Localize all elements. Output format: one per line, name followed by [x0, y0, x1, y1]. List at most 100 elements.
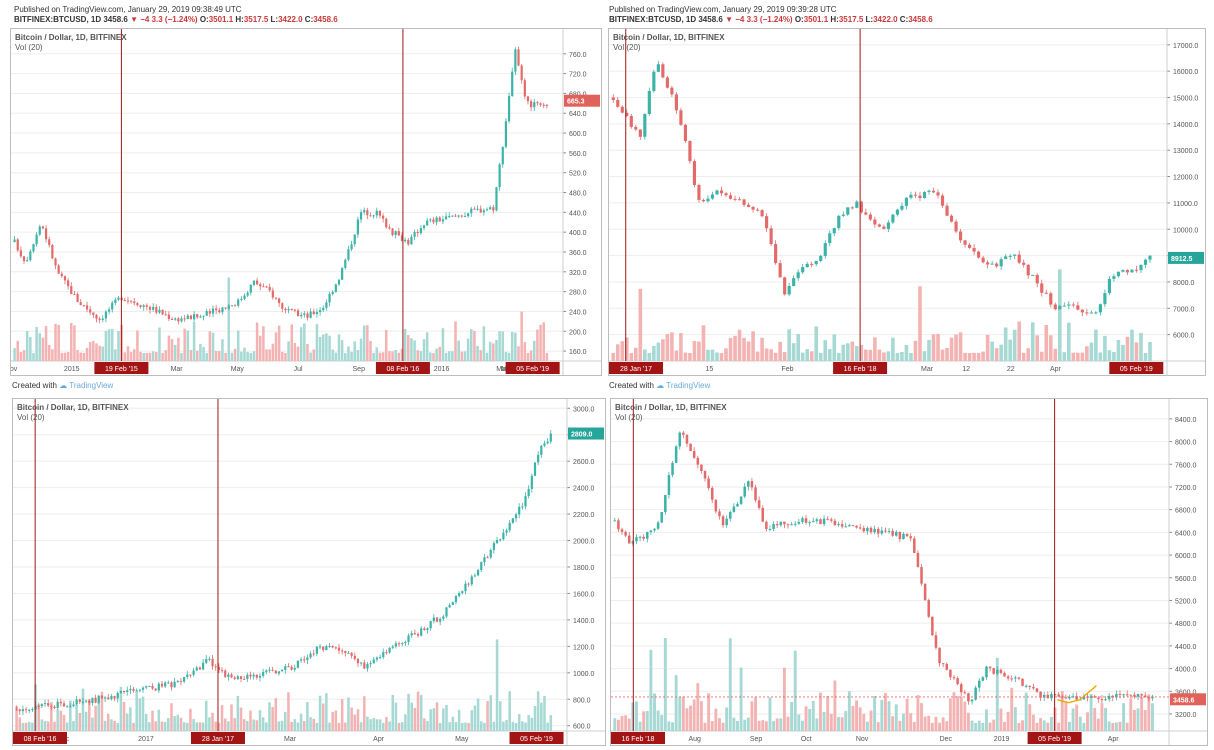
volume-bar — [208, 717, 211, 731]
candle-body — [995, 263, 999, 267]
candle-body — [72, 704, 75, 707]
volume-bar — [527, 715, 530, 731]
candle-body — [220, 670, 224, 672]
tradingview-credit[interactable]: Created with ☁ TradingView — [609, 381, 711, 390]
candle-body — [359, 212, 363, 220]
chart-panel-bottom-right[interactable]: 8400.0 8000.0 7600.0 7200.0 6800.0 6400.0 6000… — [610, 398, 1208, 746]
candle-body — [511, 71, 514, 97]
volume-bar — [53, 721, 56, 731]
candle-body — [62, 703, 66, 707]
volume-bar — [647, 352, 652, 361]
candle-body — [391, 646, 394, 648]
candle-body — [805, 263, 809, 268]
candle-body — [239, 676, 243, 679]
tradingview-credit[interactable]: Created with ☁ TradingView — [12, 381, 114, 390]
volume-bar — [454, 321, 457, 361]
volume-bar — [656, 710, 660, 731]
candle-body — [801, 267, 805, 273]
date-marker-label: 05 Feb '19 — [1038, 736, 1071, 743]
candle-body — [170, 682, 173, 688]
candle-body — [747, 481, 750, 487]
y-tick-label: 8000.0 — [1175, 440, 1197, 447]
candle-body — [940, 195, 945, 206]
volume-bar — [1006, 711, 1010, 731]
date-marker-badge — [505, 362, 560, 374]
volume-bar — [718, 718, 721, 731]
candle-body — [900, 205, 904, 210]
candle-body — [988, 666, 992, 669]
candle-body — [1148, 255, 1152, 260]
candle-body — [369, 215, 372, 217]
volume-indicator-label: Vol (20) — [615, 413, 643, 422]
chart-panel-top-right[interactable]: 17000.0 16000.0 15000.0 14000.0 13000.0 12000… — [608, 28, 1206, 376]
candle-body — [999, 259, 1003, 267]
volume-bar — [703, 722, 707, 731]
candle-body — [287, 308, 290, 311]
candle-body — [1094, 312, 1098, 314]
volume-bar — [180, 352, 183, 361]
x-tick-label: Mar — [171, 366, 184, 373]
candle-body — [653, 528, 656, 531]
candle-body — [177, 318, 180, 322]
candle-body — [145, 686, 148, 688]
volume-bar — [945, 721, 949, 731]
volume-bar — [173, 344, 177, 361]
volume-bar — [710, 721, 714, 731]
volume-bar — [429, 709, 432, 731]
volume-bar — [681, 696, 685, 731]
candle-body — [664, 494, 667, 512]
candle-body — [176, 680, 179, 682]
candle-body — [949, 215, 954, 222]
volume-bar — [894, 704, 898, 731]
candle-body — [344, 650, 347, 653]
candle-body — [303, 659, 306, 661]
volume-bar — [214, 721, 217, 731]
candle-body — [341, 650, 344, 652]
candle-body — [977, 680, 981, 688]
candle-body — [642, 536, 645, 539]
candle-body — [476, 570, 480, 576]
volume-bar — [876, 722, 880, 731]
chart-canvas[interactable]: 3000.02800.02600.02400.02200.02000.01800… — [13, 399, 605, 745]
candle-body — [968, 244, 972, 248]
volume-bar — [999, 708, 1003, 731]
candle-body — [198, 667, 202, 670]
candle-body — [208, 658, 211, 660]
candle-body — [986, 262, 990, 265]
candle-body — [391, 228, 394, 236]
chart-canvas[interactable]: 760.0720.0680.0640.0600.0560.0520.0480.0… — [11, 29, 601, 375]
volume-bar — [208, 331, 212, 361]
volume-bar — [963, 701, 967, 731]
chart-panel-top-left[interactable]: 760.0720.0680.0640.0600.0560.0520.0480.0… — [10, 28, 602, 376]
candle-body — [306, 313, 309, 318]
date-marker-label: 16 Feb '18 — [622, 736, 655, 743]
candle-body — [1080, 309, 1084, 313]
down-triangle-icon: ▼ — [725, 15, 733, 24]
candle-body — [823, 243, 827, 256]
volume-bar — [72, 720, 75, 731]
candle-body — [457, 215, 460, 217]
volume-bar — [262, 326, 265, 361]
y-tick-label: 6800.0 — [1175, 508, 1197, 515]
candle-body — [135, 690, 138, 692]
volume-bar — [808, 708, 812, 731]
volume-bar — [948, 698, 952, 731]
volume-bar — [476, 345, 479, 361]
volume-bar — [155, 352, 158, 361]
y-tick-label: 6000.0 — [1173, 333, 1195, 340]
chart-canvas[interactable]: 17000.0 16000.0 15000.0 14000.0 13000.0 12000… — [609, 29, 1205, 375]
volume-bar — [54, 323, 57, 361]
volume-bar — [886, 351, 891, 361]
chart-canvas[interactable]: 8400.0 8000.0 7600.0 7200.0 6800.0 6400.0 6000… — [611, 399, 1207, 745]
candle-body — [963, 692, 967, 694]
volume-bar — [661, 339, 665, 361]
candle-body — [1071, 304, 1075, 306]
chart-panel-bottom-left[interactable]: 3000.02800.02600.02400.02200.02000.01800… — [12, 398, 606, 746]
candle-body — [778, 263, 782, 278]
candle-body — [309, 311, 312, 318]
date-marker-badge — [509, 732, 564, 744]
volume-bar — [432, 708, 436, 731]
volume-bar — [775, 718, 779, 731]
candle-body — [927, 190, 931, 192]
volume-bar — [974, 723, 978, 731]
